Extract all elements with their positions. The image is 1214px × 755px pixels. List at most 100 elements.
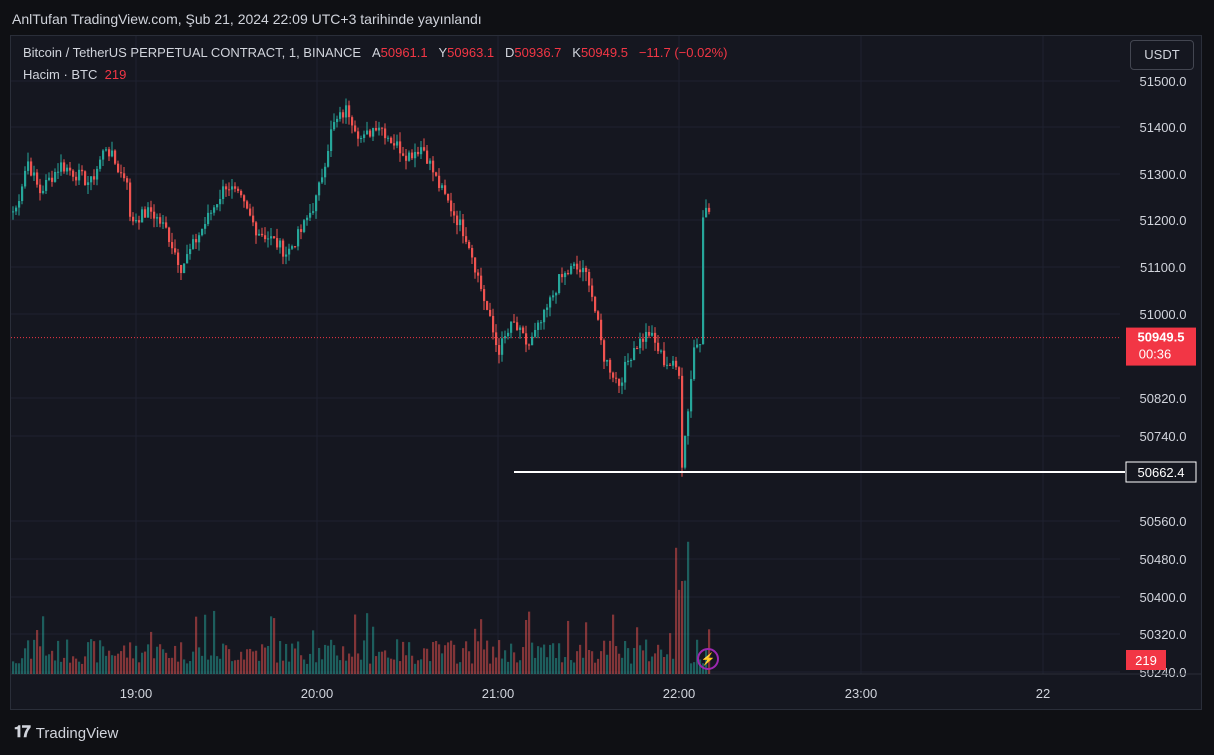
candle-body	[513, 321, 516, 323]
candle-body	[15, 207, 18, 212]
candle-body	[78, 169, 81, 181]
volume-legend: Hacim · BTC 219	[23, 67, 126, 82]
candle-body	[375, 127, 378, 131]
volume-bar	[252, 651, 255, 674]
volume-bar	[546, 657, 549, 674]
volume-bar	[354, 614, 357, 674]
volume-bar	[366, 613, 369, 674]
volume-bar	[561, 662, 564, 674]
volume-bar	[672, 658, 675, 674]
volume-bar	[690, 663, 693, 674]
candle-body	[567, 272, 570, 274]
candle-body	[270, 236, 273, 239]
high-label: Y	[438, 45, 448, 60]
candle-body	[648, 331, 651, 336]
volume-bar	[624, 641, 627, 674]
lightning-icon[interactable]: ⚡	[697, 648, 719, 670]
volume-bar	[177, 661, 180, 674]
volume-bar	[123, 645, 126, 674]
volume-bar	[396, 639, 399, 674]
candle-body	[468, 241, 471, 249]
volume-bar	[585, 622, 588, 674]
candle-body	[63, 162, 66, 172]
current-price-tag	[1126, 327, 1196, 366]
candle-body	[522, 327, 525, 334]
candle-body	[390, 137, 393, 144]
y-tick-label: 50320.0	[1140, 627, 1187, 642]
candle-body	[597, 311, 600, 320]
y-tick-label: 51000.0	[1140, 307, 1187, 322]
volume-bar	[420, 659, 423, 674]
candle-body	[552, 295, 555, 298]
volume-bar	[333, 645, 336, 674]
candle-body	[36, 172, 39, 185]
volume-bar	[153, 658, 156, 674]
candle-body	[450, 200, 453, 212]
candle-body	[387, 137, 390, 139]
volume-bar	[537, 646, 540, 674]
volume-bar	[78, 661, 81, 674]
volume-bar	[591, 651, 594, 674]
candle-body	[435, 172, 438, 176]
candle-body	[228, 189, 231, 191]
candle-body	[408, 152, 411, 161]
volume-bar	[627, 648, 630, 674]
volume-bar	[117, 653, 120, 674]
countdown-label: 00:36	[1139, 347, 1172, 362]
volume-bar	[414, 663, 417, 674]
volume-bar	[57, 640, 60, 674]
volume-bar	[378, 651, 381, 674]
candle-body	[288, 248, 291, 255]
volume-bar	[483, 649, 486, 674]
candle-body	[186, 254, 189, 264]
volume-bar	[621, 657, 624, 674]
candle-body	[369, 130, 372, 137]
volume-bar	[441, 653, 444, 674]
volume-bar	[516, 662, 519, 674]
volume-value: 219	[104, 67, 127, 82]
volume-bar	[72, 656, 75, 674]
volume-bar	[615, 646, 618, 674]
candle-body	[672, 360, 675, 366]
volume-bar	[312, 630, 315, 674]
volume-bar	[657, 644, 660, 674]
candle-body	[543, 309, 546, 323]
volume-bar	[162, 649, 165, 674]
branding: 𝟏𝟕 TradingView	[14, 724, 118, 742]
volume-bar	[195, 616, 198, 674]
candle-body	[351, 117, 354, 126]
volume-tag-label: 219	[1135, 653, 1157, 668]
volume-bar	[612, 614, 615, 674]
candle-body	[549, 297, 552, 308]
candle-body	[564, 272, 567, 278]
candle-body	[309, 212, 312, 218]
y-tick-label: 50820.0	[1140, 391, 1187, 406]
open-label: A	[371, 45, 381, 60]
volume-bar	[423, 648, 426, 674]
volume-bar	[603, 640, 606, 674]
volume-bar	[300, 655, 303, 674]
volume-bar	[594, 662, 597, 674]
volume-bar	[132, 658, 135, 674]
volume-bar	[192, 651, 195, 674]
change-value: −11.7 (−0.02%)	[638, 45, 728, 60]
volume-bar	[474, 628, 477, 674]
candle-body	[327, 151, 330, 167]
candle-body	[699, 344, 702, 346]
candle-body	[126, 178, 129, 183]
candle-body	[609, 359, 612, 373]
volume-bar	[564, 657, 567, 674]
candle-body	[705, 207, 708, 218]
candle-body	[504, 336, 507, 339]
candle-body	[171, 242, 174, 249]
volume-bar	[24, 648, 27, 674]
volume-bar	[201, 655, 204, 674]
candle-body	[138, 220, 141, 223]
volume-bar	[540, 647, 543, 674]
currency-button[interactable]: USDT	[1130, 40, 1194, 70]
candle-body	[681, 375, 684, 468]
volume-bar	[273, 618, 276, 674]
candle-body	[147, 207, 150, 218]
volume-bar	[198, 647, 201, 674]
